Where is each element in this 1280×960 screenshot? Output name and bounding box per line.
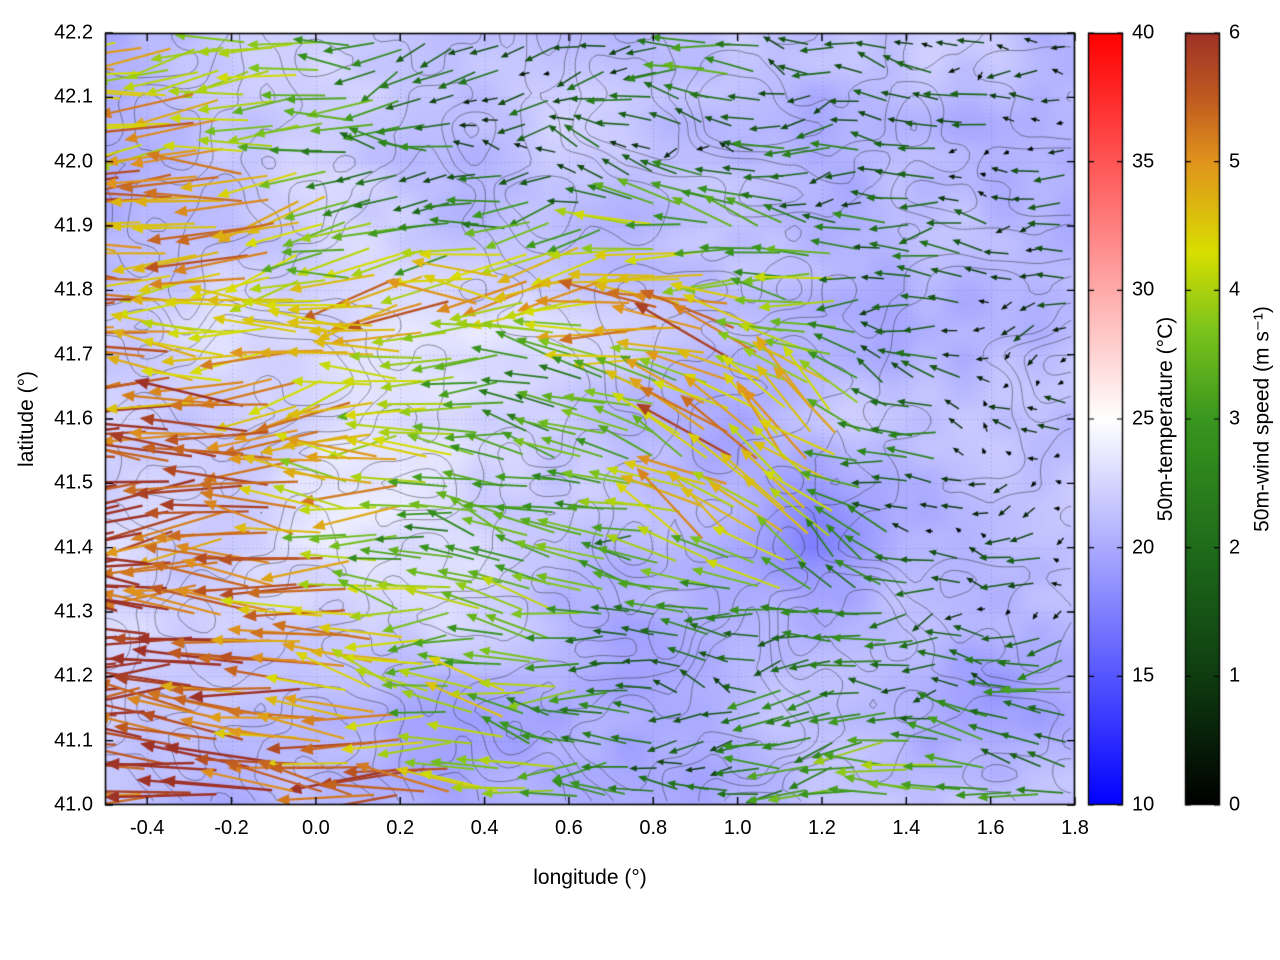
x-tick-label: 1.0 [723, 817, 752, 839]
x-axis-title: longitude (°) [533, 866, 647, 889]
y-tick-label: 41.2 [54, 664, 93, 687]
x-tick-label: 0.0 [301, 817, 330, 839]
x-tick-label: 1.2 [808, 817, 836, 839]
wind-colorbar-tick-label: 2 [1229, 536, 1241, 559]
x-tick-label: -0.4 [129, 817, 165, 839]
y-tick-label: 42.1 [54, 85, 93, 108]
wind-colorbar-title: 50m-wind speed (m s⁻¹) [1250, 306, 1274, 532]
wind-colorbar-tick-label: 6 [1229, 21, 1241, 44]
y-tick-label: 41.0 [54, 793, 93, 816]
wind-colorbar-tick-label: 3 [1229, 407, 1241, 430]
x-tick-label: -0.2 [214, 817, 249, 839]
x-tick-label: 1.4 [892, 817, 921, 839]
wind-colorbar-tick-label: 1 [1229, 664, 1241, 687]
wind-colorbar-tick-label: 0 [1229, 793, 1241, 816]
temperature-colorbar-tick-label: 35 [1132, 150, 1155, 173]
y-tick-label: 41.5 [54, 471, 93, 494]
x-tick-label: 0.6 [555, 817, 583, 839]
y-tick-label: 41.7 [54, 343, 93, 366]
x-tick-label: 0.4 [470, 817, 499, 839]
temperature-colorbar-tick-label: 10 [1132, 793, 1155, 816]
temperature-colorbar-tick-label: 20 [1132, 536, 1155, 559]
y-tick-label: 41.4 [54, 536, 93, 559]
temperature-colorbar-tick-label: 30 [1132, 278, 1155, 301]
y-tick-label: 41.3 [54, 600, 93, 623]
y-tick-label: 42.0 [54, 150, 93, 173]
temperature-colorbar-tick-label: 15 [1132, 664, 1155, 687]
y-axis-title: latitude (°) [15, 371, 38, 467]
x-tick-label: 0.8 [639, 817, 668, 839]
y-tick-label: 41.9 [54, 214, 93, 237]
x-tick-label: 0.2 [386, 817, 415, 839]
y-tick-label: 41.6 [54, 407, 93, 430]
y-tick-label: 42.2 [54, 21, 93, 44]
wind-colorbar-tick-label: 4 [1229, 278, 1241, 301]
y-tick-label: 41.1 [54, 729, 93, 752]
y-tick-label: 41.8 [54, 278, 93, 301]
temperature-colorbar-tick-label: 40 [1132, 21, 1155, 44]
x-tick-label: 1.8 [1061, 817, 1089, 839]
temperature-colorbar-title: 50m-temperature (°C) [1154, 316, 1177, 522]
temperature-colorbar-tick-label: 25 [1132, 407, 1155, 430]
x-tick-label: 1.6 [976, 817, 1005, 839]
wind-colorbar-tick-label: 5 [1229, 150, 1241, 173]
